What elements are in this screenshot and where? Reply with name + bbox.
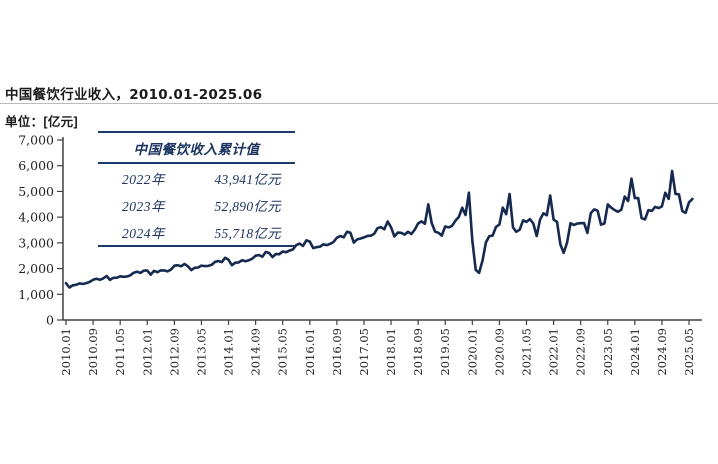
x-tick-label: 2018.09: [411, 328, 425, 376]
x-tick-label: 2011.05: [113, 328, 127, 376]
revenue-series-line: [64, 169, 694, 289]
x-tick-label: 2022.09: [574, 328, 588, 376]
table-row: 2024年 55,718亿元: [98, 218, 295, 245]
x-tick-label: 2013.05: [194, 328, 208, 376]
x-tick-label: 2020.01: [465, 328, 479, 376]
x-tick-label: 2014.09: [249, 328, 263, 376]
y-tick-label: 0: [46, 313, 54, 328]
chart-title: 中国餐饮行业收入，2010.01-2025.06: [5, 87, 263, 103]
table-row-value: 52,890亿元: [214, 199, 281, 214]
x-tick-label: 2012.09: [167, 328, 181, 376]
y-tick-label: 6,000: [18, 158, 54, 173]
y-tick-label: 1,000: [18, 287, 54, 302]
x-tick-label: 2020.09: [492, 328, 506, 376]
x-tick-label: 2016.09: [330, 328, 344, 376]
y-tick-label: 3,000: [18, 235, 54, 250]
x-tick-label: 2016.01: [303, 328, 317, 376]
x-tick-label: 2019.05: [438, 328, 452, 376]
x-tick-label: 2014.01: [222, 328, 236, 376]
x-tick-label: 2012.01: [140, 328, 154, 376]
x-tick-label: 2015.05: [276, 328, 290, 376]
y-tick-label: 4,000: [18, 210, 54, 225]
x-tick-label: 2010.01: [59, 328, 73, 376]
x-tick-label: 2022.01: [547, 328, 561, 376]
x-tick-label: 2018.01: [384, 328, 398, 376]
table-row-year: 2022年: [122, 172, 165, 187]
y-tick-label: 2,000: [18, 261, 54, 276]
y-tick-label: 5,000: [18, 184, 54, 199]
summary-table: 中国餐饮收入累计值 2022年 43,941亿元 2023年 52,890亿元 …: [98, 131, 295, 247]
table-row: 2023年 52,890亿元: [98, 191, 295, 218]
unit-label: 单位：[亿元]: [5, 115, 78, 129]
x-tick-label: 2023.05: [601, 328, 615, 376]
table-row-year: 2023年: [122, 199, 165, 214]
table-row: 2022年 43,941亿元: [98, 164, 295, 191]
table-row-value: 43,941亿元: [214, 172, 281, 187]
table-row-value: 55,718亿元: [214, 226, 281, 241]
summary-table-title: 中国餐饮收入累计值: [98, 133, 295, 164]
x-tick-label: 2010.09: [86, 328, 100, 376]
x-tick-label: 2021.05: [519, 328, 533, 376]
x-tick-label: 2017.05: [357, 328, 371, 376]
x-tick-label: 2025.05: [682, 328, 696, 376]
title-divider: [0, 103, 718, 104]
x-tick-label: 2024.01: [628, 328, 642, 376]
y-tick-label: 7,000: [18, 133, 54, 148]
table-row-year: 2024年: [122, 226, 165, 241]
x-tick-label: 2024.09: [655, 328, 669, 376]
